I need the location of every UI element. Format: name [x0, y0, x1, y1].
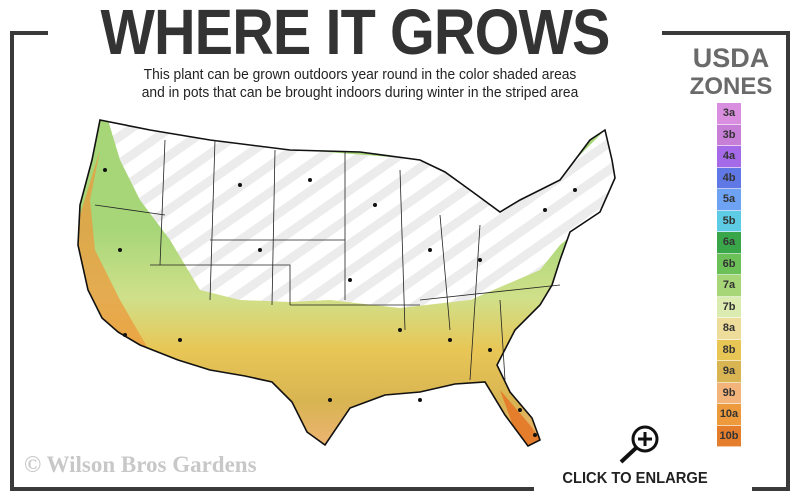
legend-zone-9a: 9a: [717, 361, 741, 383]
legend-zone-5a: 5a: [717, 189, 741, 211]
page-title: WHERE IT GROWS: [100, 0, 611, 68]
legend-zone-8a: 8a: [717, 318, 741, 340]
legend-zone-4a: 4a: [717, 146, 741, 168]
legend-title: USDA ZONES: [676, 43, 786, 101]
magnifier-plus-icon[interactable]: [615, 422, 665, 464]
city-dots: [103, 168, 577, 437]
florida-tip-zone: [500, 390, 545, 445]
frame-bottom-left: [10, 487, 534, 491]
legend-zone-3a: 3a: [717, 103, 741, 125]
legend-title-line-1: USDA: [692, 43, 770, 73]
frame-right: [786, 31, 790, 491]
legend-zone-3b: 3b: [717, 124, 741, 146]
legend-zone-10a: 10a: [717, 404, 741, 426]
frame-top-right: [662, 31, 790, 35]
click-to-enlarge-button[interactable]: CLICK TO ENLARGE: [562, 470, 708, 487]
subtitle-line-1: This plant can be grown outdoors year ro…: [143, 66, 577, 83]
frame-top-left: [10, 31, 48, 35]
frame-bottom-right: [752, 487, 790, 491]
legend-zone-10b: 10b: [717, 425, 741, 447]
subtitle-line-2: and in pots that can be brought indoors …: [141, 84, 579, 101]
legend-zone-9b: 9b: [717, 382, 741, 404]
legend-zone-5b: 5b: [717, 210, 741, 232]
legend-title-line-2: ZONES: [689, 73, 773, 100]
subtitle: This plant can be grown outdoors year ro…: [66, 66, 655, 102]
legend-zone-4b: 4b: [717, 167, 741, 189]
legend-zone-6b: 6b: [717, 253, 741, 275]
frame-left: [10, 31, 14, 491]
legend-zone-7a: 7a: [717, 275, 741, 297]
legend-zone-8b: 8b: [717, 339, 741, 361]
striped-container-area: [108, 120, 615, 308]
state-borders: [94, 139, 561, 381]
copyright-watermark: © Wilson Bros Gardens: [24, 452, 257, 477]
us-zone-map[interactable]: [60, 105, 620, 455]
zone-legend: 3a 3b 4a 4b 5a 5b 6a 6b 7a 7b 8a 8b 9a 9b 10a 10b: [717, 103, 741, 447]
legend-zone-7b: 7b: [717, 296, 741, 318]
legend-zone-6a: 6a: [717, 232, 741, 254]
